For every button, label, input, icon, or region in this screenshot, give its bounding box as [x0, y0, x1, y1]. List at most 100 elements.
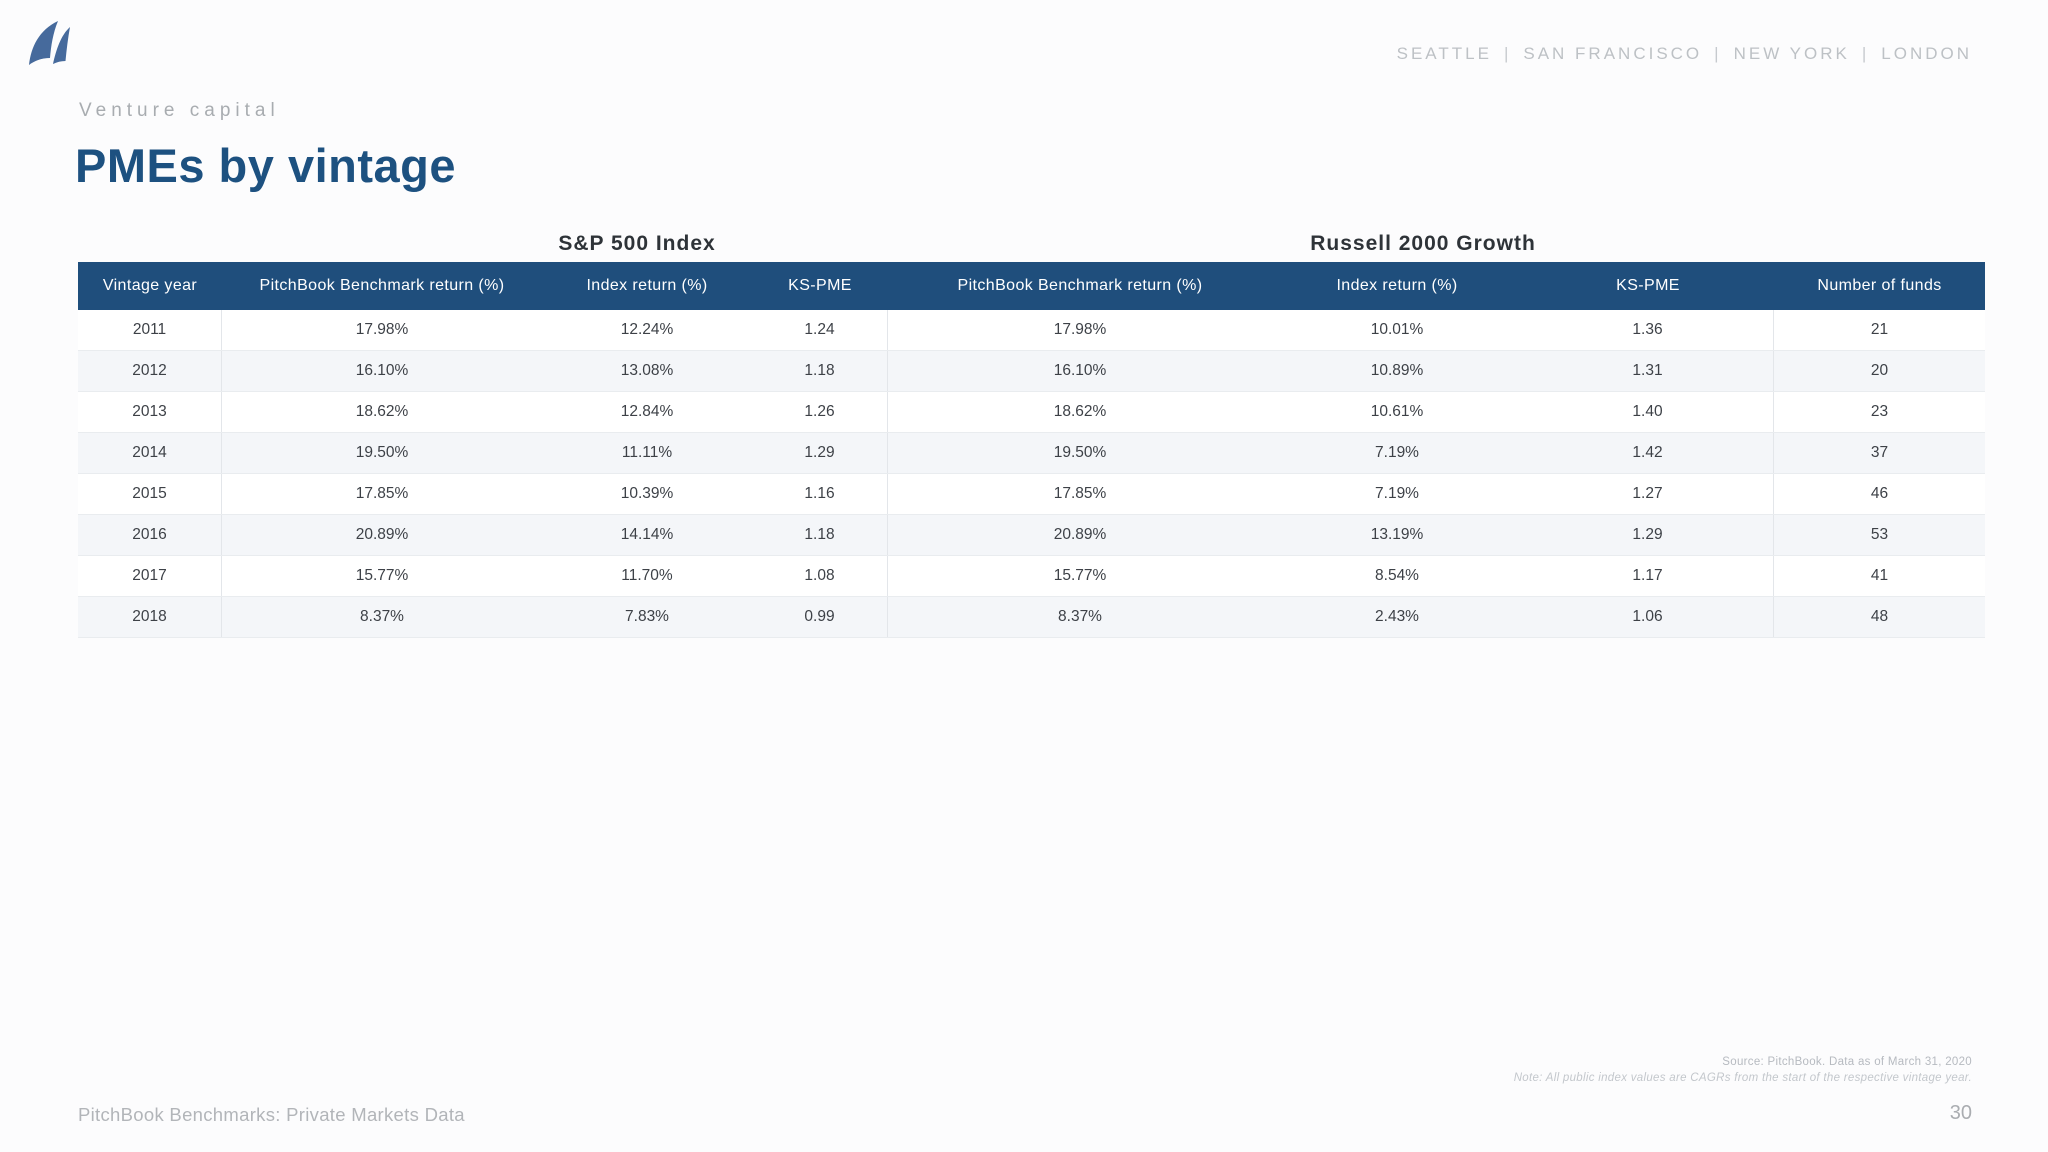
pitchbook-logo-icon [22, 16, 84, 72]
source-notes: Source: PitchBook. Data as of March 31, … [1514, 1054, 1972, 1086]
value-cell: 7.83% [625, 608, 669, 625]
city-separator: | [1503, 44, 1512, 63]
value-cell: 12.24% [620, 321, 674, 338]
value-cell: 15.77% [1053, 567, 1107, 584]
value-cell: 1.06 [1522, 597, 1774, 637]
page-title: PMEs by vintage [75, 139, 456, 192]
table-header-row: Vintage year PitchBook Benchmark return (… [78, 262, 1985, 310]
table-row: 2015 17.85% 10.39% 1.16 17.85% 7.19% 1.27 46 [78, 474, 1985, 515]
section-eyebrow: Venture capital [79, 100, 280, 121]
value-cell: 1.40 [1522, 392, 1774, 432]
city-label: NEW YORK [1733, 44, 1850, 63]
value-cell: 17.85% [355, 485, 409, 502]
column-header: Vintage year [102, 277, 198, 294]
value-cell: 17.98% [355, 321, 409, 338]
table-row: 2017 15.77% 11.70% 1.08 15.77% 8.54% 1.17 41 [78, 556, 1985, 597]
vintage-year-cell: 2015 [78, 474, 222, 514]
value-cell: 46 [1870, 485, 1889, 502]
value-cell: 1.18 [752, 351, 888, 391]
vintage-year-cell: 2018 [78, 597, 222, 637]
value-cell: 1.26 [752, 392, 888, 432]
vintage-year-cell: 2014 [78, 433, 222, 473]
value-cell: 8.37% [360, 608, 404, 625]
value-cell: 19.50% [1053, 444, 1107, 461]
value-cell: 8.54% [1375, 567, 1419, 584]
column-header: Index return (%) [586, 277, 708, 294]
vintage-year-cell: 2017 [78, 556, 222, 596]
value-cell: 0.99 [752, 597, 888, 637]
column-header: PitchBook Benchmark return (%) [259, 277, 505, 294]
value-cell: 2.43% [1375, 608, 1419, 625]
value-cell: 20 [1870, 362, 1889, 379]
value-cell: 53 [1870, 526, 1889, 543]
value-cell: 20.89% [355, 526, 409, 543]
city-separator: | [1714, 44, 1722, 63]
table-row: 2011 17.98% 12.24% 1.24 17.98% 10.01% 1.36 21 [78, 310, 1985, 351]
value-cell: 12.84% [620, 403, 674, 420]
value-cell: 1.18 [752, 515, 888, 555]
value-cell: 7.19% [1375, 485, 1419, 502]
value-cell: 16.10% [355, 362, 409, 379]
table-row: 2016 20.89% 14.14% 1.18 20.89% 13.19% 1.29 53 [78, 515, 1985, 556]
value-cell: 11.11% [621, 444, 673, 461]
column-header: Number of funds [1817, 277, 1942, 294]
group-title-sp500: S&P 500 Index [558, 232, 716, 255]
page-number: 30 [1949, 1102, 1972, 1124]
group-titles: S&P 500 Index Russell 2000 Growth [78, 225, 1985, 262]
value-cell: 1.17 [1522, 556, 1774, 596]
vintage-year-cell: 2012 [78, 351, 222, 391]
value-cell: 7.19% [1375, 444, 1419, 461]
vintage-year-cell: 2013 [78, 392, 222, 432]
value-cell: 41 [1870, 567, 1889, 584]
value-cell: 1.27 [1522, 474, 1774, 514]
group-title-russell2000: Russell 2000 Growth [1310, 232, 1536, 255]
office-locations: SEATTLE | SAN FRANCISCO | NEW YORK | LONDON [1397, 44, 1972, 64]
footer-title: PitchBook Benchmarks: Private Markets Da… [78, 1104, 465, 1125]
value-cell: 1.42 [1522, 433, 1774, 473]
note-line: Note: All public index values are CAGRs … [1513, 1072, 1972, 1084]
source-line: Source: PitchBook. Data as of March 31, … [1722, 1056, 1972, 1068]
value-cell: 23 [1870, 403, 1889, 420]
value-cell: 10.39% [620, 485, 674, 502]
table-body: 2011 17.98% 12.24% 1.24 17.98% 10.01% 1.36 21 20… [78, 310, 1985, 638]
value-cell: 18.62% [355, 403, 409, 420]
value-cell: 10.01% [1370, 321, 1424, 338]
value-cell: 13.08% [620, 362, 674, 379]
value-cell: 48 [1870, 608, 1889, 625]
table-row: 2012 16.10% 13.08% 1.18 16.10% 10.89% 1.31 20 [78, 351, 1985, 392]
vintage-year-cell: 2016 [78, 515, 222, 555]
value-cell: 20.89% [1053, 526, 1107, 543]
column-header: KS-PME [788, 277, 852, 294]
value-cell: 1.24 [752, 310, 888, 350]
city-label: SEATTLE [1396, 44, 1492, 63]
value-cell: 1.16 [752, 474, 888, 514]
value-cell: 1.29 [752, 433, 888, 473]
value-cell: 1.29 [1522, 515, 1774, 555]
value-cell: 37 [1870, 444, 1889, 461]
value-cell: 10.89% [1370, 362, 1424, 379]
value-cell: 8.37% [1058, 608, 1102, 625]
city-separator: | [1861, 44, 1870, 63]
column-header: KS-PME [1616, 277, 1680, 294]
value-cell: 14.14% [620, 526, 674, 543]
value-cell: 16.10% [1053, 362, 1107, 379]
value-cell: 17.85% [1053, 485, 1107, 502]
value-cell: 10.61% [1370, 403, 1424, 420]
city-label: SAN FRANCISCO [1523, 44, 1703, 63]
column-header: Index return (%) [1336, 277, 1458, 294]
table-row: 2014 19.50% 11.11% 1.29 19.50% 7.19% 1.42 37 [78, 433, 1985, 474]
value-cell: 17.98% [1053, 321, 1107, 338]
value-cell: 13.19% [1370, 526, 1424, 543]
value-cell: 18.62% [1053, 403, 1107, 420]
value-cell: 1.31 [1522, 351, 1774, 391]
table-row: 2018 8.37% 7.83% 0.99 8.37% 2.43% 1.06 48 [78, 597, 1985, 638]
city-label: LONDON [1881, 44, 1972, 63]
value-cell: 11.70% [621, 567, 673, 584]
column-header: PitchBook Benchmark return (%) [957, 277, 1203, 294]
pme-table: S&P 500 Index Russell 2000 Growth Vintag… [78, 225, 1985, 638]
value-cell: 1.08 [752, 556, 888, 596]
value-cell: 21 [1870, 321, 1889, 338]
value-cell: 1.36 [1522, 310, 1774, 350]
table-row: 2013 18.62% 12.84% 1.26 18.62% 10.61% 1.40 23 [78, 392, 1985, 433]
